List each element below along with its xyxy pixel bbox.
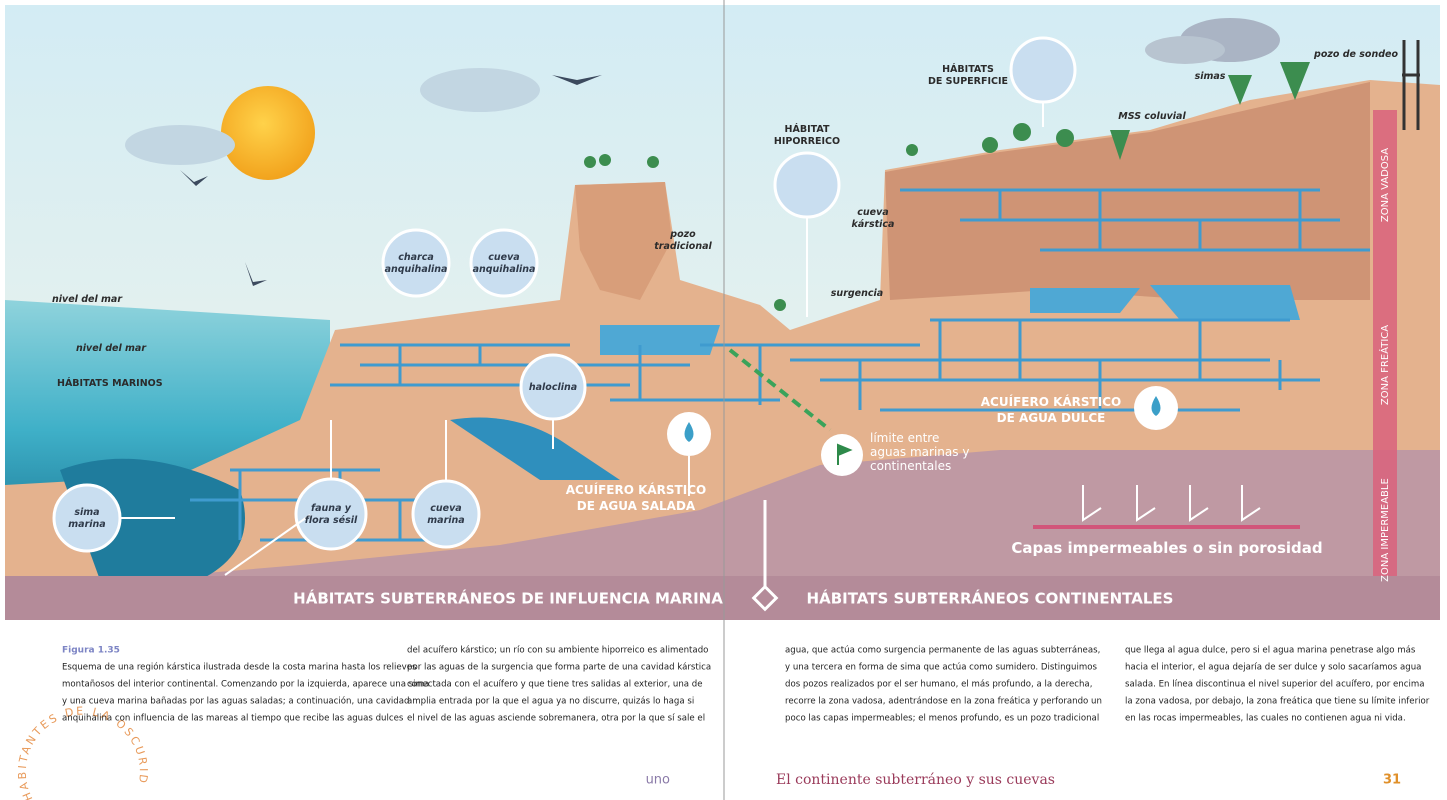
label: HÁBITATS MARINOS <box>57 377 163 389</box>
label-line: MSS coluvial <box>1118 111 1186 122</box>
label-line: ACUÍFERO KÁRSTICO <box>566 482 706 497</box>
label-line: kárstica <box>852 219 895 230</box>
label: nivel del mar <box>76 343 147 354</box>
label-line: nivel del mar <box>52 294 123 305</box>
caption-line: y una cueva marina bañadas por las aguas… <box>62 696 409 707</box>
page-number: 31 <box>1383 773 1401 788</box>
illustration <box>5 5 1440 620</box>
label: haloclina <box>529 382 577 393</box>
label: ZONA FREÁTICA <box>1378 325 1391 405</box>
label: simas <box>1195 71 1226 82</box>
label-line: cueva <box>857 207 888 218</box>
label-line: DE SUPERFICIE <box>928 76 1008 87</box>
caption-line: poco las capas impermeables; el menos pr… <box>785 714 1099 724</box>
label-line: fauna y <box>311 503 352 514</box>
label: ZONA IMPERMEABLE <box>1380 478 1391 582</box>
footer-chapter: uno <box>646 773 670 788</box>
label-line: anquihalina <box>385 264 448 275</box>
label-line: HÁBITAT <box>785 123 830 135</box>
label-line: ZONA FREÁTICA <box>1378 325 1391 405</box>
label-line: sima <box>74 507 99 518</box>
caption-line: amplia entrada por la que el agua ya no … <box>407 697 694 707</box>
label-line: aguas marinas y <box>870 445 969 459</box>
label-line: ACUÍFERO KÁRSTICO <box>981 394 1121 409</box>
label: pozo de sondeo <box>1313 49 1398 60</box>
caption-line: la zona vadosa, por debajo, la zona freá… <box>1125 697 1430 707</box>
caption-line: dos pozos realizados por el ser humano, … <box>785 680 1092 690</box>
label-line: nivel del mar <box>76 343 147 354</box>
label-line: HÁBITATS <box>942 63 994 75</box>
book-spread: HABITANTES DE LA OSCURIDAD nivel del mar… <box>0 0 1447 800</box>
caption-line: anquihalina con influencia de las mareas… <box>62 714 404 724</box>
caption-line: agua, que actúa como surgencia permanent… <box>785 646 1100 656</box>
label-line: DE AGUA DULCE <box>997 411 1106 425</box>
label: surgencia <box>831 288 883 299</box>
label-line: ZONA IMPERMEABLE <box>1380 478 1391 582</box>
label-line: flora sésil <box>305 515 358 526</box>
label-line: continentales <box>870 459 951 473</box>
label-line: marina <box>68 519 105 530</box>
label-line: HIPORREICO <box>774 136 840 147</box>
sun <box>221 86 315 180</box>
caption-line: Esquema de una región kárstica ilustrada… <box>62 662 417 673</box>
caption-line: hacia el interior, el agua dejaría de se… <box>1125 663 1421 673</box>
label-line: marina <box>427 515 464 526</box>
section-title: HÁBITATS SUBTERRÁNEOS CONTINENTALES <box>807 589 1174 608</box>
caption-line: conectada con el acuífero y que tiene tr… <box>407 680 703 690</box>
caption-line: que llega al agua dulce, pero si el agua… <box>1125 646 1416 656</box>
caption-line: en las rocas impermeables, las cuales no… <box>1125 714 1406 724</box>
label-line: anquihalina <box>473 264 536 275</box>
label-line: simas <box>1195 71 1226 82</box>
label-line: HÁBITATS MARINOS <box>57 377 163 389</box>
label-line: Capas impermeables o sin porosidad <box>1011 539 1322 557</box>
caption-line: salada. En línea discontinua el nivel su… <box>1125 680 1424 690</box>
label-line: charca <box>398 252 434 263</box>
label-line: DE AGUA SALADA <box>577 499 696 513</box>
label-line: pozo de sondeo <box>1313 49 1398 60</box>
label: nivel del mar <box>52 294 123 305</box>
label: ZONA VADOSA <box>1380 148 1391 222</box>
caption-line: y una tercera en forma de sima que actúa… <box>785 663 1097 673</box>
label-line: límite entre <box>870 431 939 445</box>
section-title: HÁBITATS SUBTERRÁNEOS DE INFLUENCIA MARI… <box>293 589 723 608</box>
label: Capas impermeables o sin porosidad <box>1011 539 1322 557</box>
label-line: ZONA VADOSA <box>1380 148 1391 222</box>
caption-line: del acuífero kárstico; un río con su amb… <box>407 646 708 656</box>
caption-line: recorre la zona vadosa, adentrándose en … <box>785 697 1102 707</box>
label: MSS coluvial <box>1118 111 1186 122</box>
label-line: haloclina <box>529 382 577 393</box>
label-line: cueva <box>488 252 519 263</box>
label-line: cueva <box>430 503 461 514</box>
label-line: tradicional <box>654 241 712 252</box>
label-line: pozo <box>669 229 696 240</box>
caption-line: el nivel de las aguas asciende sobremane… <box>407 714 705 724</box>
footer-title: El continente subterráneo y sus cuevas <box>776 772 1055 788</box>
caption-line: por las aguas de la surgencia que forma … <box>407 663 711 673</box>
caption-line: montañosos del interior continental. Com… <box>62 680 429 690</box>
figure-number: Figura 1.35 <box>62 646 120 656</box>
label-line: surgencia <box>831 288 883 299</box>
